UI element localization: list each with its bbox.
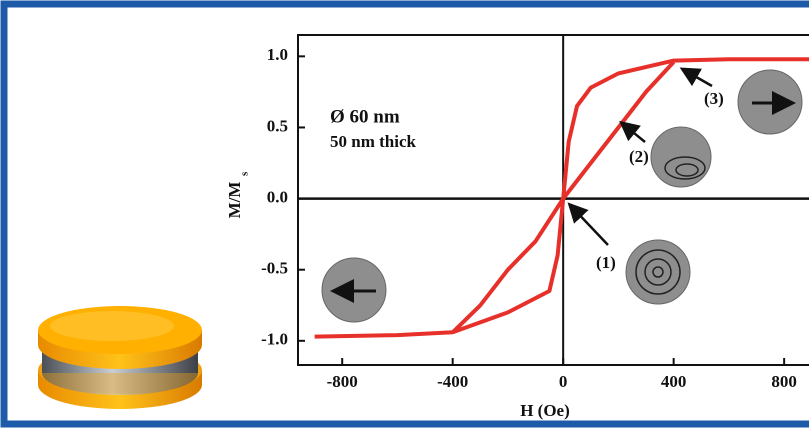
page: Ø 60 nm 50 nm thick (1) (2) (3) H (Oe) M… (0, 0, 809, 428)
y-tick-label: 0.0 (267, 187, 288, 206)
annotation: Ø 60 nm (330, 106, 400, 127)
x-tick-label: 800 (771, 372, 797, 391)
y-tick-label: 0.5 (267, 116, 288, 135)
y-axis-label-subscript: s (239, 171, 251, 176)
disk-illustration (38, 306, 202, 409)
x-axis-label: H (Oe) (520, 401, 570, 420)
x-tick-label: -800 (327, 372, 358, 391)
y-tick-label: -0.5 (261, 259, 288, 278)
annotation: (2) (629, 147, 649, 166)
x-tick-label: 400 (661, 372, 687, 391)
y-axis-label: M/M (225, 182, 244, 219)
x-tick-label: 0 (559, 372, 568, 391)
x-tick-label: -400 (437, 372, 468, 391)
chart: Ø 60 nm 50 nm thick (1) (2) (3) H (Oe) M… (0, 0, 809, 428)
annotation: (1) (596, 253, 616, 272)
y-tick-label: 1.0 (267, 45, 288, 64)
state-icon (651, 127, 711, 187)
state-icon (738, 70, 802, 134)
annotation: (3) (704, 89, 724, 108)
annotation: 50 nm thick (330, 132, 417, 151)
state-icon (322, 258, 386, 322)
y-tick-label: -1.0 (261, 330, 288, 349)
state-icon (626, 240, 690, 304)
